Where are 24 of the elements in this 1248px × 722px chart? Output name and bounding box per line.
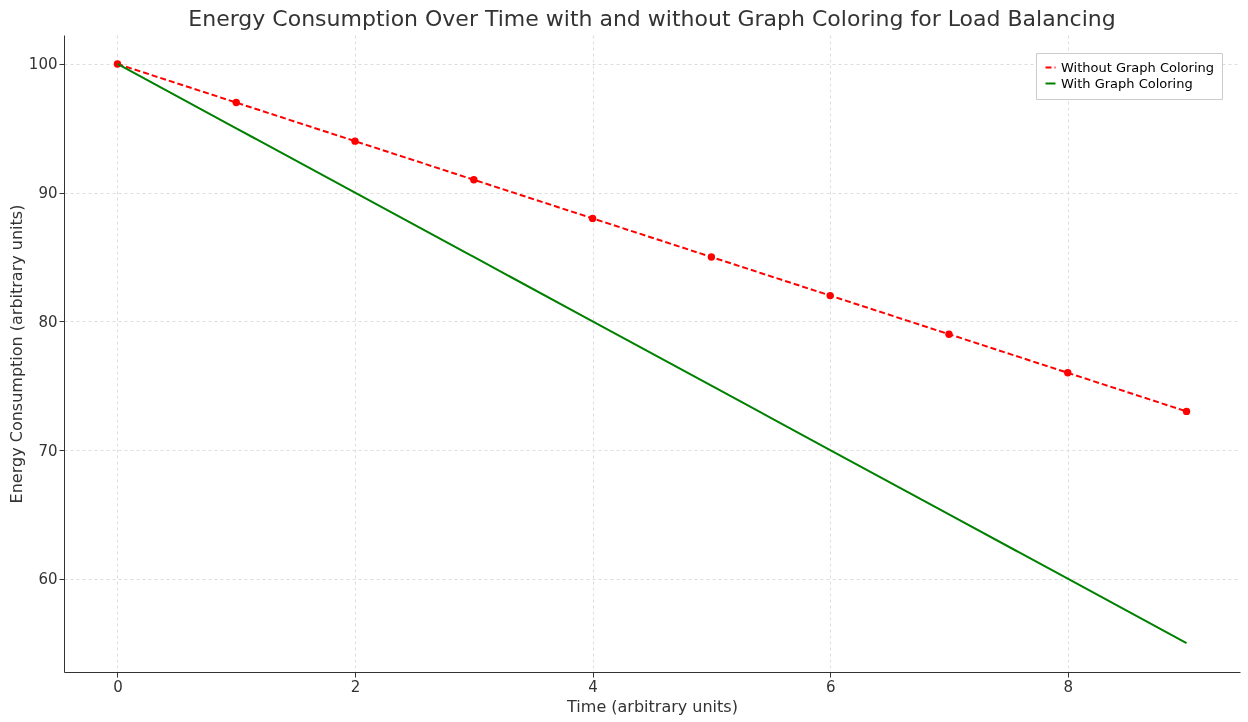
- point: [1182, 407, 1191, 416]
- point: [470, 176, 478, 184]
- y-tick-label: 80: [38, 312, 58, 331]
- y-tick-label: 100: [28, 55, 58, 74]
- y-axis-title: Energy Consumption (arbitrary units): [6, 204, 26, 504]
- point: [1064, 369, 1072, 377]
- legend-label: Without Graph Coloring: [1061, 59, 1214, 75]
- point: [707, 253, 716, 261]
- x-tick-label: 0: [113, 677, 123, 696]
- y-tick-label: 70: [38, 441, 58, 460]
- x-tick-label: 2: [350, 677, 361, 696]
- x-tick-label: 8: [1063, 677, 1074, 696]
- x-axis-title: Time (arbitrary units): [566, 696, 738, 716]
- y-tick-label: 90: [38, 184, 58, 203]
- point: [945, 330, 953, 338]
- y-tick-label: 60: [38, 570, 58, 589]
- x-tick-label: 4: [588, 677, 598, 696]
- point: [232, 98, 240, 107]
- point: [351, 137, 359, 145]
- chart-title: Energy Consumption Over Time with and without Graph Coloring for Load Balancing: [188, 6, 1116, 31]
- x-tick-label: 6: [825, 677, 836, 696]
- point: [826, 291, 834, 300]
- legend-label: With Graph Coloring: [1061, 75, 1193, 91]
- point: [588, 214, 597, 223]
